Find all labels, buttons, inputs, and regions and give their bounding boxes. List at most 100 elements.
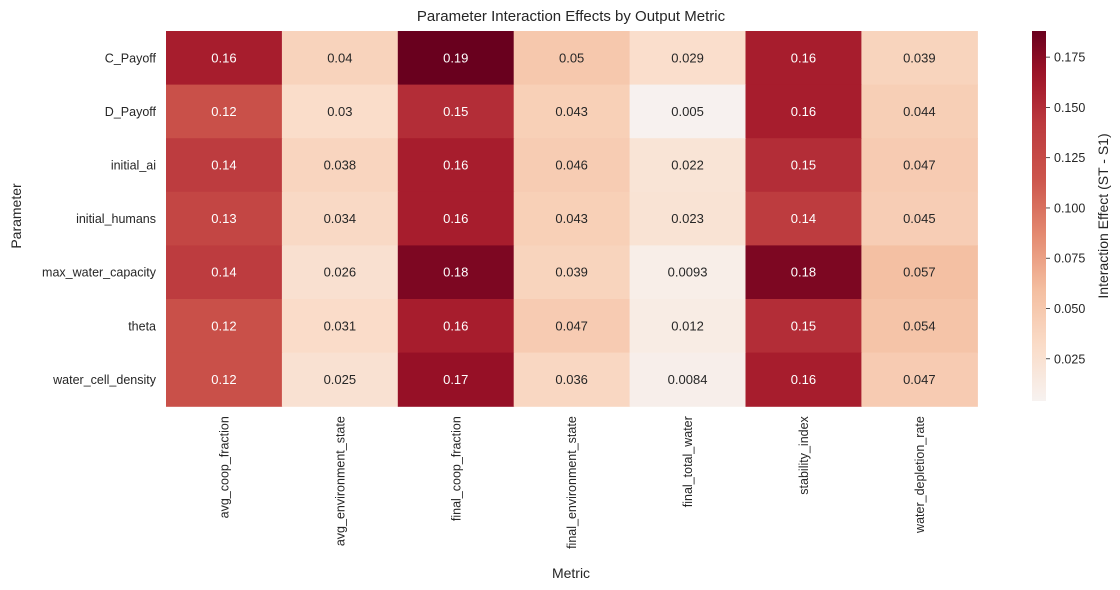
cell-value-label: 0.054 xyxy=(903,318,936,333)
y-tick-label: initial_humans xyxy=(76,212,156,226)
cell-value-label: 0.0093 xyxy=(668,265,708,280)
heatmap-cell xyxy=(861,299,978,354)
cell-value-label: 0.16 xyxy=(791,372,816,387)
colorbar-tick-label: 0.100 xyxy=(1054,201,1085,215)
cell-value-label: 0.036 xyxy=(555,372,588,387)
heatmap-cell xyxy=(629,138,747,193)
cell-value-label: 0.047 xyxy=(903,158,936,173)
cell-value-label: 0.047 xyxy=(555,318,588,333)
heatmap-cell xyxy=(397,84,515,139)
heatmap-cell xyxy=(166,84,283,139)
heatmap-cell xyxy=(861,191,978,246)
cell-value-label: 0.043 xyxy=(555,104,588,119)
cell-value-label: 0.16 xyxy=(791,50,816,65)
heatmap-cell xyxy=(861,84,978,139)
heatmap-cell xyxy=(745,191,862,246)
heatmap-cell xyxy=(629,245,747,300)
colorbar-tick-label: 0.075 xyxy=(1054,252,1085,266)
heatmap-cell xyxy=(166,352,283,407)
y-tick-label: D_Payoff xyxy=(105,105,157,119)
cell-value-label: 0.12 xyxy=(211,318,236,333)
y-tick-label: initial_ai xyxy=(111,159,156,173)
heatmap-cell xyxy=(745,352,862,407)
cell-value-label: 0.19 xyxy=(443,50,468,65)
cell-value-label: 0.023 xyxy=(671,211,704,226)
heatmap-cell xyxy=(745,138,862,193)
cell-value-label: 0.12 xyxy=(211,104,236,119)
cell-value-label: 0.16 xyxy=(791,104,816,119)
x-tick-label: water_depletion_rate xyxy=(913,416,927,534)
colorbar-tick-label: 0.050 xyxy=(1054,302,1085,316)
heatmap-cell xyxy=(629,191,747,246)
x-tick-label: final_coop_fraction xyxy=(449,416,463,521)
heatmap-cell xyxy=(745,84,862,139)
cell-value-label: 0.034 xyxy=(324,211,357,226)
heatmap-cell xyxy=(513,299,631,354)
heatmap-cell xyxy=(166,191,283,246)
colorbar-label: Interaction Effect (ST - S1) xyxy=(1095,133,1111,298)
cell-value-label: 0.03 xyxy=(327,104,352,119)
cell-value-label: 0.15 xyxy=(791,158,816,173)
cell-value-label: 0.057 xyxy=(903,265,936,280)
heatmap-cell xyxy=(629,84,747,139)
heatmap-cell xyxy=(397,352,515,407)
cell-value-label: 0.039 xyxy=(555,265,588,280)
heatmap-cell xyxy=(166,245,283,300)
heatmap-cell xyxy=(745,31,862,86)
heatmap-cell xyxy=(861,31,978,86)
heatmap-cell xyxy=(513,191,631,246)
heatmap-cell xyxy=(166,138,283,193)
cell-value-label: 0.05 xyxy=(559,50,584,65)
heatmap-cell xyxy=(397,191,515,246)
cell-value-label: 0.15 xyxy=(791,318,816,333)
heatmap-cell xyxy=(281,31,399,86)
cell-value-label: 0.14 xyxy=(211,158,236,173)
cell-value-label: 0.16 xyxy=(443,211,468,226)
x-tick-label: final_total_water xyxy=(681,416,695,507)
cell-value-label: 0.005 xyxy=(671,104,704,119)
heatmap-cell xyxy=(281,245,399,300)
heatmap-cell xyxy=(513,245,631,300)
cell-value-label: 0.045 xyxy=(903,211,936,226)
y-tick-label: max_water_capacity xyxy=(42,266,157,280)
x-tick-label: stability_index xyxy=(797,415,811,494)
heatmap-cell xyxy=(861,245,978,300)
cell-value-label: 0.026 xyxy=(324,265,357,280)
x-axis-ticks: avg_coop_fraction avg_environment_state fi… xyxy=(217,415,926,548)
cell-value-label: 0.043 xyxy=(555,211,588,226)
cell-value-label: 0.16 xyxy=(211,50,236,65)
heatmap-cell xyxy=(397,299,515,354)
heatmap-cell xyxy=(745,245,862,300)
colorbar xyxy=(1032,31,1046,401)
heatmap-cell xyxy=(513,84,631,139)
x-axis-label: Metric xyxy=(552,565,590,581)
heatmap-cell xyxy=(281,138,399,193)
heatmap-cell xyxy=(629,31,747,86)
x-tick-label: avg_environment_state xyxy=(333,416,347,546)
cell-value-label: 0.16 xyxy=(443,158,468,173)
x-tick-label: final_environment_state xyxy=(565,416,579,549)
cell-value-label: 0.044 xyxy=(903,104,936,119)
heatmap-cell xyxy=(629,352,747,407)
colorbar-tick-label: 0.150 xyxy=(1054,101,1085,115)
cell-value-label: 0.047 xyxy=(903,372,936,387)
cell-value-label: 0.13 xyxy=(211,211,236,226)
cell-value-label: 0.16 xyxy=(443,318,468,333)
heatmap-cell xyxy=(861,352,978,407)
y-tick-label: water_cell_density xyxy=(52,373,157,387)
cell-value-label: 0.039 xyxy=(903,50,936,65)
y-tick-label: theta xyxy=(128,319,156,333)
cell-value-label: 0.17 xyxy=(443,372,468,387)
cell-value-label: 0.15 xyxy=(443,104,468,119)
y-tick-label: C_Payoff xyxy=(105,51,157,65)
cell-value-label: 0.14 xyxy=(791,211,816,226)
cell-value-label: 0.031 xyxy=(324,318,357,333)
cell-value-label: 0.04 xyxy=(327,50,352,65)
heatmap-cell xyxy=(513,31,631,86)
cell-value-label: 0.012 xyxy=(671,318,704,333)
cell-value-label: 0.0084 xyxy=(668,372,708,387)
cell-value-label: 0.12 xyxy=(211,372,236,387)
heatmap-cell xyxy=(745,299,862,354)
cell-value-label: 0.046 xyxy=(555,158,588,173)
colorbar-tick-label: 0.175 xyxy=(1054,51,1085,65)
